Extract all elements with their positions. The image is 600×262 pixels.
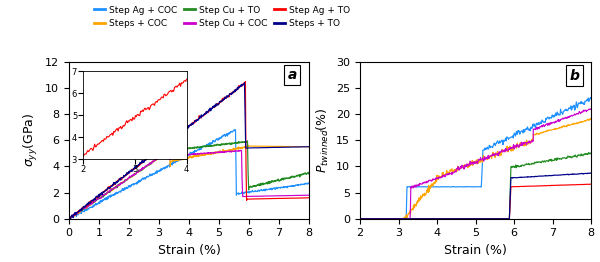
Legend: Step Ag + COC, Steps + COC, Step Cu + TO, Step Cu + COC, Step Ag + TO, Steps + T: Step Ag + COC, Steps + COC, Step Cu + TO… <box>91 2 353 32</box>
Y-axis label: $\sigma_{yy}$(GPa): $\sigma_{yy}$(GPa) <box>22 113 40 167</box>
Text: $\bfit{a}$: $\bfit{a}$ <box>287 68 298 82</box>
X-axis label: Strain (%): Strain (%) <box>158 244 220 257</box>
X-axis label: Strain (%): Strain (%) <box>444 244 507 257</box>
Text: $\bfit{b}$: $\bfit{b}$ <box>569 68 581 83</box>
Y-axis label: $P_{twinned}$(%): $P_{twinned}$(%) <box>314 107 331 173</box>
